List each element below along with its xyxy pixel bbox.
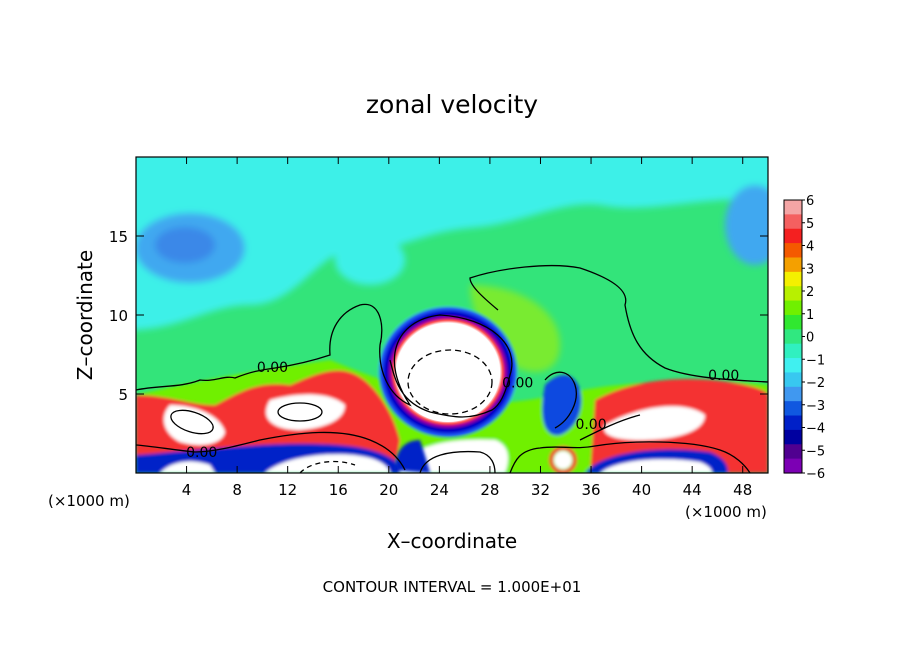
colorbar-swatch: [784, 300, 802, 316]
colorbar-label: 6: [806, 194, 814, 209]
colorbar-swatch: [784, 401, 802, 417]
cyan-region: [136, 157, 768, 330]
contour-zero-lower: [136, 431, 406, 471]
contour-label: 0.00: [257, 360, 288, 376]
white-bottom-left: [160, 461, 215, 473]
contour-core-left: [170, 409, 214, 435]
colorbar-swatch: [784, 243, 802, 259]
y-tick-label: 15: [109, 228, 128, 246]
contour-bottom-20-30: [419, 450, 496, 473]
x-tick-label: 28: [480, 481, 499, 499]
contour-interval-footer: CONTOUR INTERVAL = 1.000E+01: [323, 578, 582, 596]
heatmap-field: [136, 157, 768, 473]
colorbar-swatch: [784, 286, 802, 302]
x-tick-label: 48: [733, 481, 752, 499]
bubble-core: [396, 324, 500, 422]
colorbar-label: −3: [806, 399, 825, 414]
x-tick-label: 20: [379, 481, 398, 499]
x-tick-label: 32: [531, 481, 550, 499]
colorbar-swatch: [784, 214, 802, 230]
white-core-right: [604, 406, 705, 440]
colorbar-label: 0: [806, 331, 814, 346]
x-unit-right: (×1000 m): [685, 503, 767, 521]
upper-cyan-layer: [136, 157, 768, 372]
colorbar-label: 2: [806, 285, 814, 300]
y-axis: 5 10 15: [109, 228, 768, 404]
colorbar-label: −6: [806, 467, 825, 482]
contour-core-12-16: [277, 402, 323, 422]
colorbar-swatch: [784, 228, 802, 244]
contour-label: 0.00: [708, 368, 739, 384]
colorbar-label: −2: [806, 376, 825, 391]
contour-label: 0.00: [186, 445, 217, 461]
y-tick-label: 10: [109, 307, 128, 325]
colorbar-label: −5: [806, 444, 825, 459]
colorbar-swatch: [784, 314, 802, 330]
contour-eddy-32: [544, 371, 577, 429]
cyan-patch-right: [725, 185, 768, 265]
contour-label: 0.00: [502, 376, 533, 392]
colorbar-swatch: [784, 329, 802, 345]
white-core-12-16: [266, 394, 345, 430]
colorbar-swatch: [784, 429, 802, 445]
contour-labels: 0.00 0.00 0.00 0.00 0.00: [186, 360, 739, 461]
colorbar-swatch: [784, 257, 802, 273]
contour-zero-upper-b: [469, 264, 768, 383]
red-ring-33: [549, 446, 577, 473]
blue-eddy-32-34: [542, 374, 582, 436]
colorbar: 6 5 4 3 2 1 0 −1 −2 −3 −4 −5 −6: [783, 194, 825, 482]
colorbar-swatch: [784, 358, 802, 374]
colorbar-label: 4: [806, 240, 814, 255]
x-tick-label: 36: [581, 481, 600, 499]
y-tick-label: 5: [118, 386, 128, 404]
colorbar-label: 1: [806, 308, 814, 323]
colorbar-swatch: [784, 343, 802, 359]
contour-zero-upper: [136, 303, 513, 418]
blue-core-left-inner: [155, 227, 215, 263]
x-axis: 4 8 12 16 20 24 28 32 36 40 44 48: [182, 157, 752, 499]
x-tick-label: 8: [232, 481, 242, 499]
colorbar-swatch: [784, 415, 802, 431]
x-tick-label: 4: [182, 481, 192, 499]
x-tick-label: 16: [329, 481, 348, 499]
x-tick-label: 44: [683, 481, 702, 499]
y-axis-label: Z–coordinate: [73, 250, 97, 380]
contour-label: 0.00: [575, 417, 606, 433]
contour-eddy-36: [579, 414, 641, 441]
colorbar-label: −1: [806, 353, 825, 368]
colorbar-swatch: [784, 372, 802, 388]
colorbar-swatch: [784, 386, 802, 402]
colorbar-label: −4: [806, 422, 825, 437]
x-tick-label: 24: [430, 481, 449, 499]
contour-bubble-dashed: [407, 349, 493, 415]
colorbar-swatch: [784, 458, 802, 474]
bubble-tail: [395, 440, 430, 473]
x-unit-left: (×1000 m): [48, 492, 130, 510]
white-bottom-mid: [265, 454, 390, 473]
white-bottom-right: [600, 459, 712, 473]
colorbar-swatch: [784, 271, 802, 287]
chart-title: zonal velocity: [366, 90, 538, 119]
x-tick-label: 40: [632, 481, 651, 499]
colorbar-label: 5: [806, 217, 814, 232]
white-core-left: [163, 405, 225, 445]
colorbar-label: 3: [806, 262, 814, 277]
light-green-streak: [470, 285, 560, 372]
colorbar-swatch: [784, 444, 802, 460]
contour-zero-right: [509, 441, 751, 473]
white-spot-33: [554, 451, 572, 469]
x-axis-label: X–coordinate: [387, 529, 517, 553]
colorbar-swatch: [784, 200, 802, 215]
contour-bottom-dashed: [299, 460, 356, 473]
x-tick-label: 12: [278, 481, 297, 499]
contours: [136, 264, 768, 473]
cyan-patch-mid: [335, 235, 405, 285]
